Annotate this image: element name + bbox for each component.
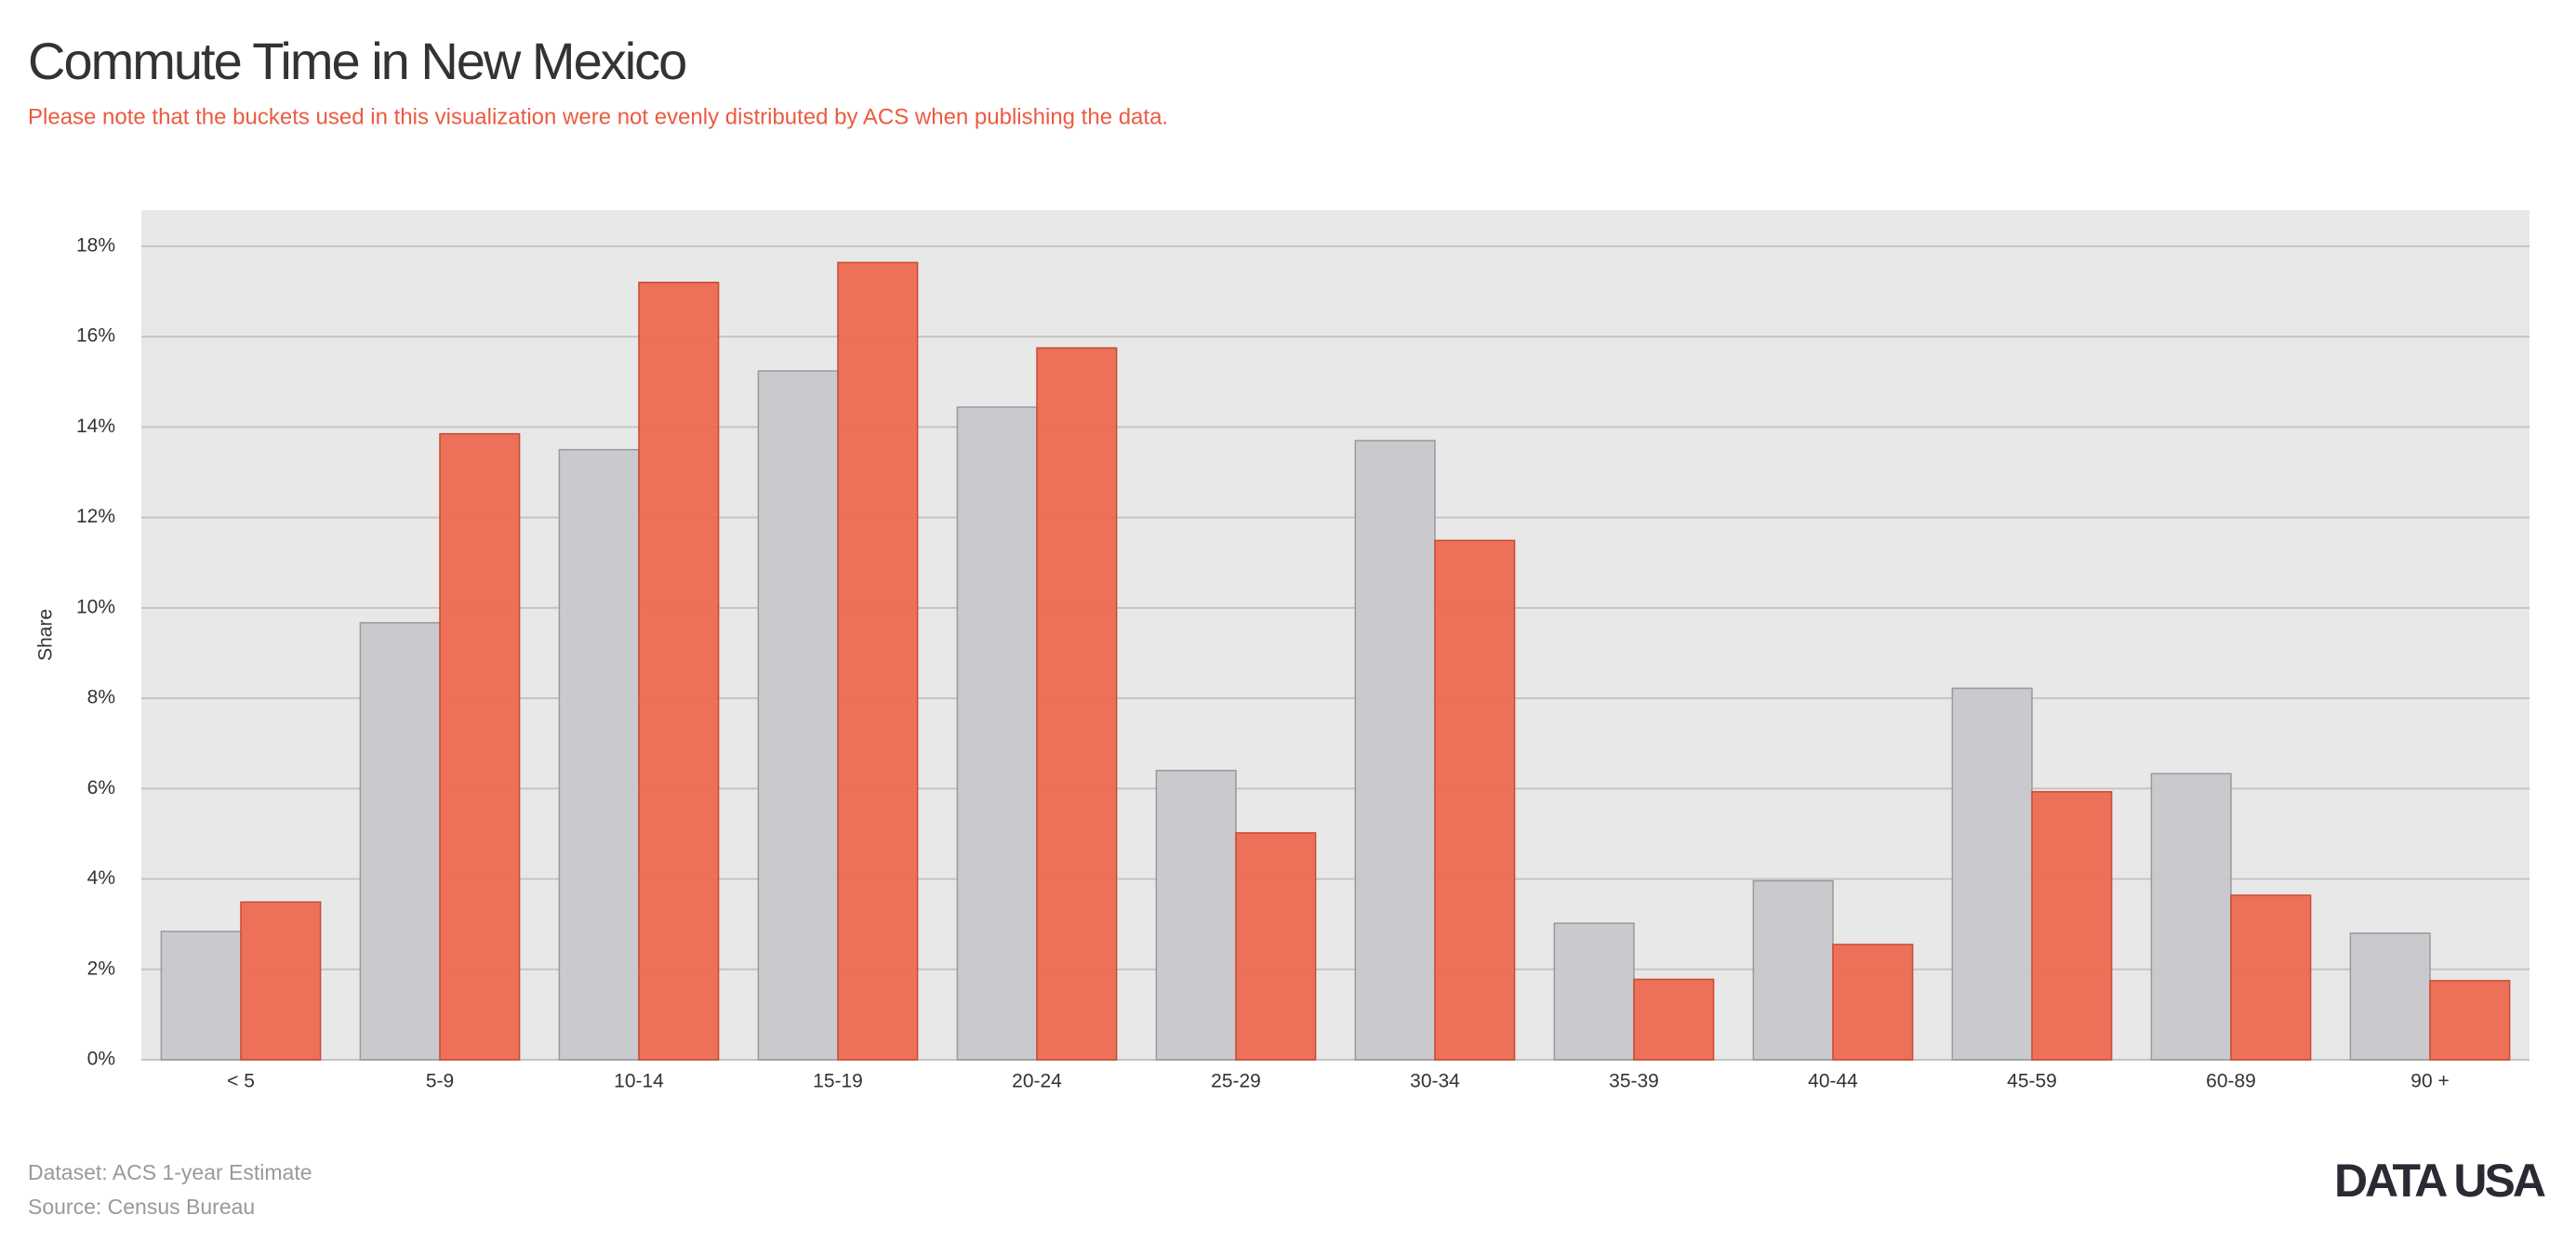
y-tick-label: 16%: [76, 325, 115, 347]
bar: [1553, 922, 1635, 1061]
x-tick-label: 90 +: [2410, 1071, 2449, 1092]
bar: [240, 901, 322, 1061]
bar: [160, 931, 242, 1061]
y-tick-label: 2%: [87, 958, 115, 979]
bar: [757, 370, 839, 1061]
bar: [1434, 539, 1516, 1061]
bar: [2031, 790, 2113, 1061]
chart-subtitle: Please note that the buckets used in thi…: [28, 104, 1168, 129]
bar: [439, 432, 521, 1061]
x-tick-label: 5-9: [426, 1071, 454, 1092]
y-tick-label: 6%: [87, 777, 115, 799]
bar: [1832, 944, 1914, 1061]
bar: [2429, 980, 2511, 1061]
y-tick-label: 8%: [87, 687, 115, 708]
y-tick-label: 10%: [76, 596, 115, 617]
x-tick-label: 15-19: [813, 1071, 863, 1092]
bar: [2230, 894, 2312, 1061]
bar: [1752, 879, 1834, 1061]
x-tick-label: 60-89: [2206, 1071, 2256, 1092]
x-tick-label: 30-34: [1410, 1071, 1460, 1092]
bar: [1155, 770, 1237, 1061]
chart-title: Commute Time in New Mexico: [28, 32, 685, 90]
bar: [2349, 932, 2431, 1061]
x-tick-label: 35-39: [1609, 1071, 1659, 1092]
x-tick-label: 10-14: [614, 1071, 664, 1092]
y-tick-label: 18%: [76, 234, 115, 256]
y-axis-label: Share: [35, 609, 57, 661]
logo: DATA USA: [2334, 1155, 2545, 1207]
bar: [837, 261, 919, 1061]
bar: [1633, 978, 1715, 1061]
x-tick-label: < 5: [227, 1071, 255, 1092]
x-tick-label: 25-29: [1211, 1071, 1261, 1092]
bar: [1354, 440, 1436, 1061]
bar: [956, 406, 1038, 1061]
dataset-note: Dataset: ACS 1-year Estimate: [28, 1160, 312, 1184]
plot-area: [141, 210, 2530, 1060]
y-tick-label: 4%: [87, 867, 115, 889]
y-tick-label: 14%: [76, 416, 115, 437]
bar: [359, 622, 441, 1061]
x-tick-label: 20-24: [1012, 1071, 1062, 1092]
x-tick-label: 45-59: [2007, 1071, 2057, 1092]
y-tick-label: 0%: [87, 1049, 115, 1070]
bar: [558, 448, 640, 1061]
bar: [2150, 773, 2232, 1061]
bar: [1036, 347, 1118, 1061]
bar: [1235, 832, 1317, 1061]
x-tick-label: 40-44: [1808, 1071, 1858, 1092]
y-tick-label: 12%: [76, 506, 115, 527]
bar: [1951, 687, 2033, 1061]
bar: [638, 282, 720, 1061]
source-note: Source: Census Bureau: [28, 1195, 255, 1219]
